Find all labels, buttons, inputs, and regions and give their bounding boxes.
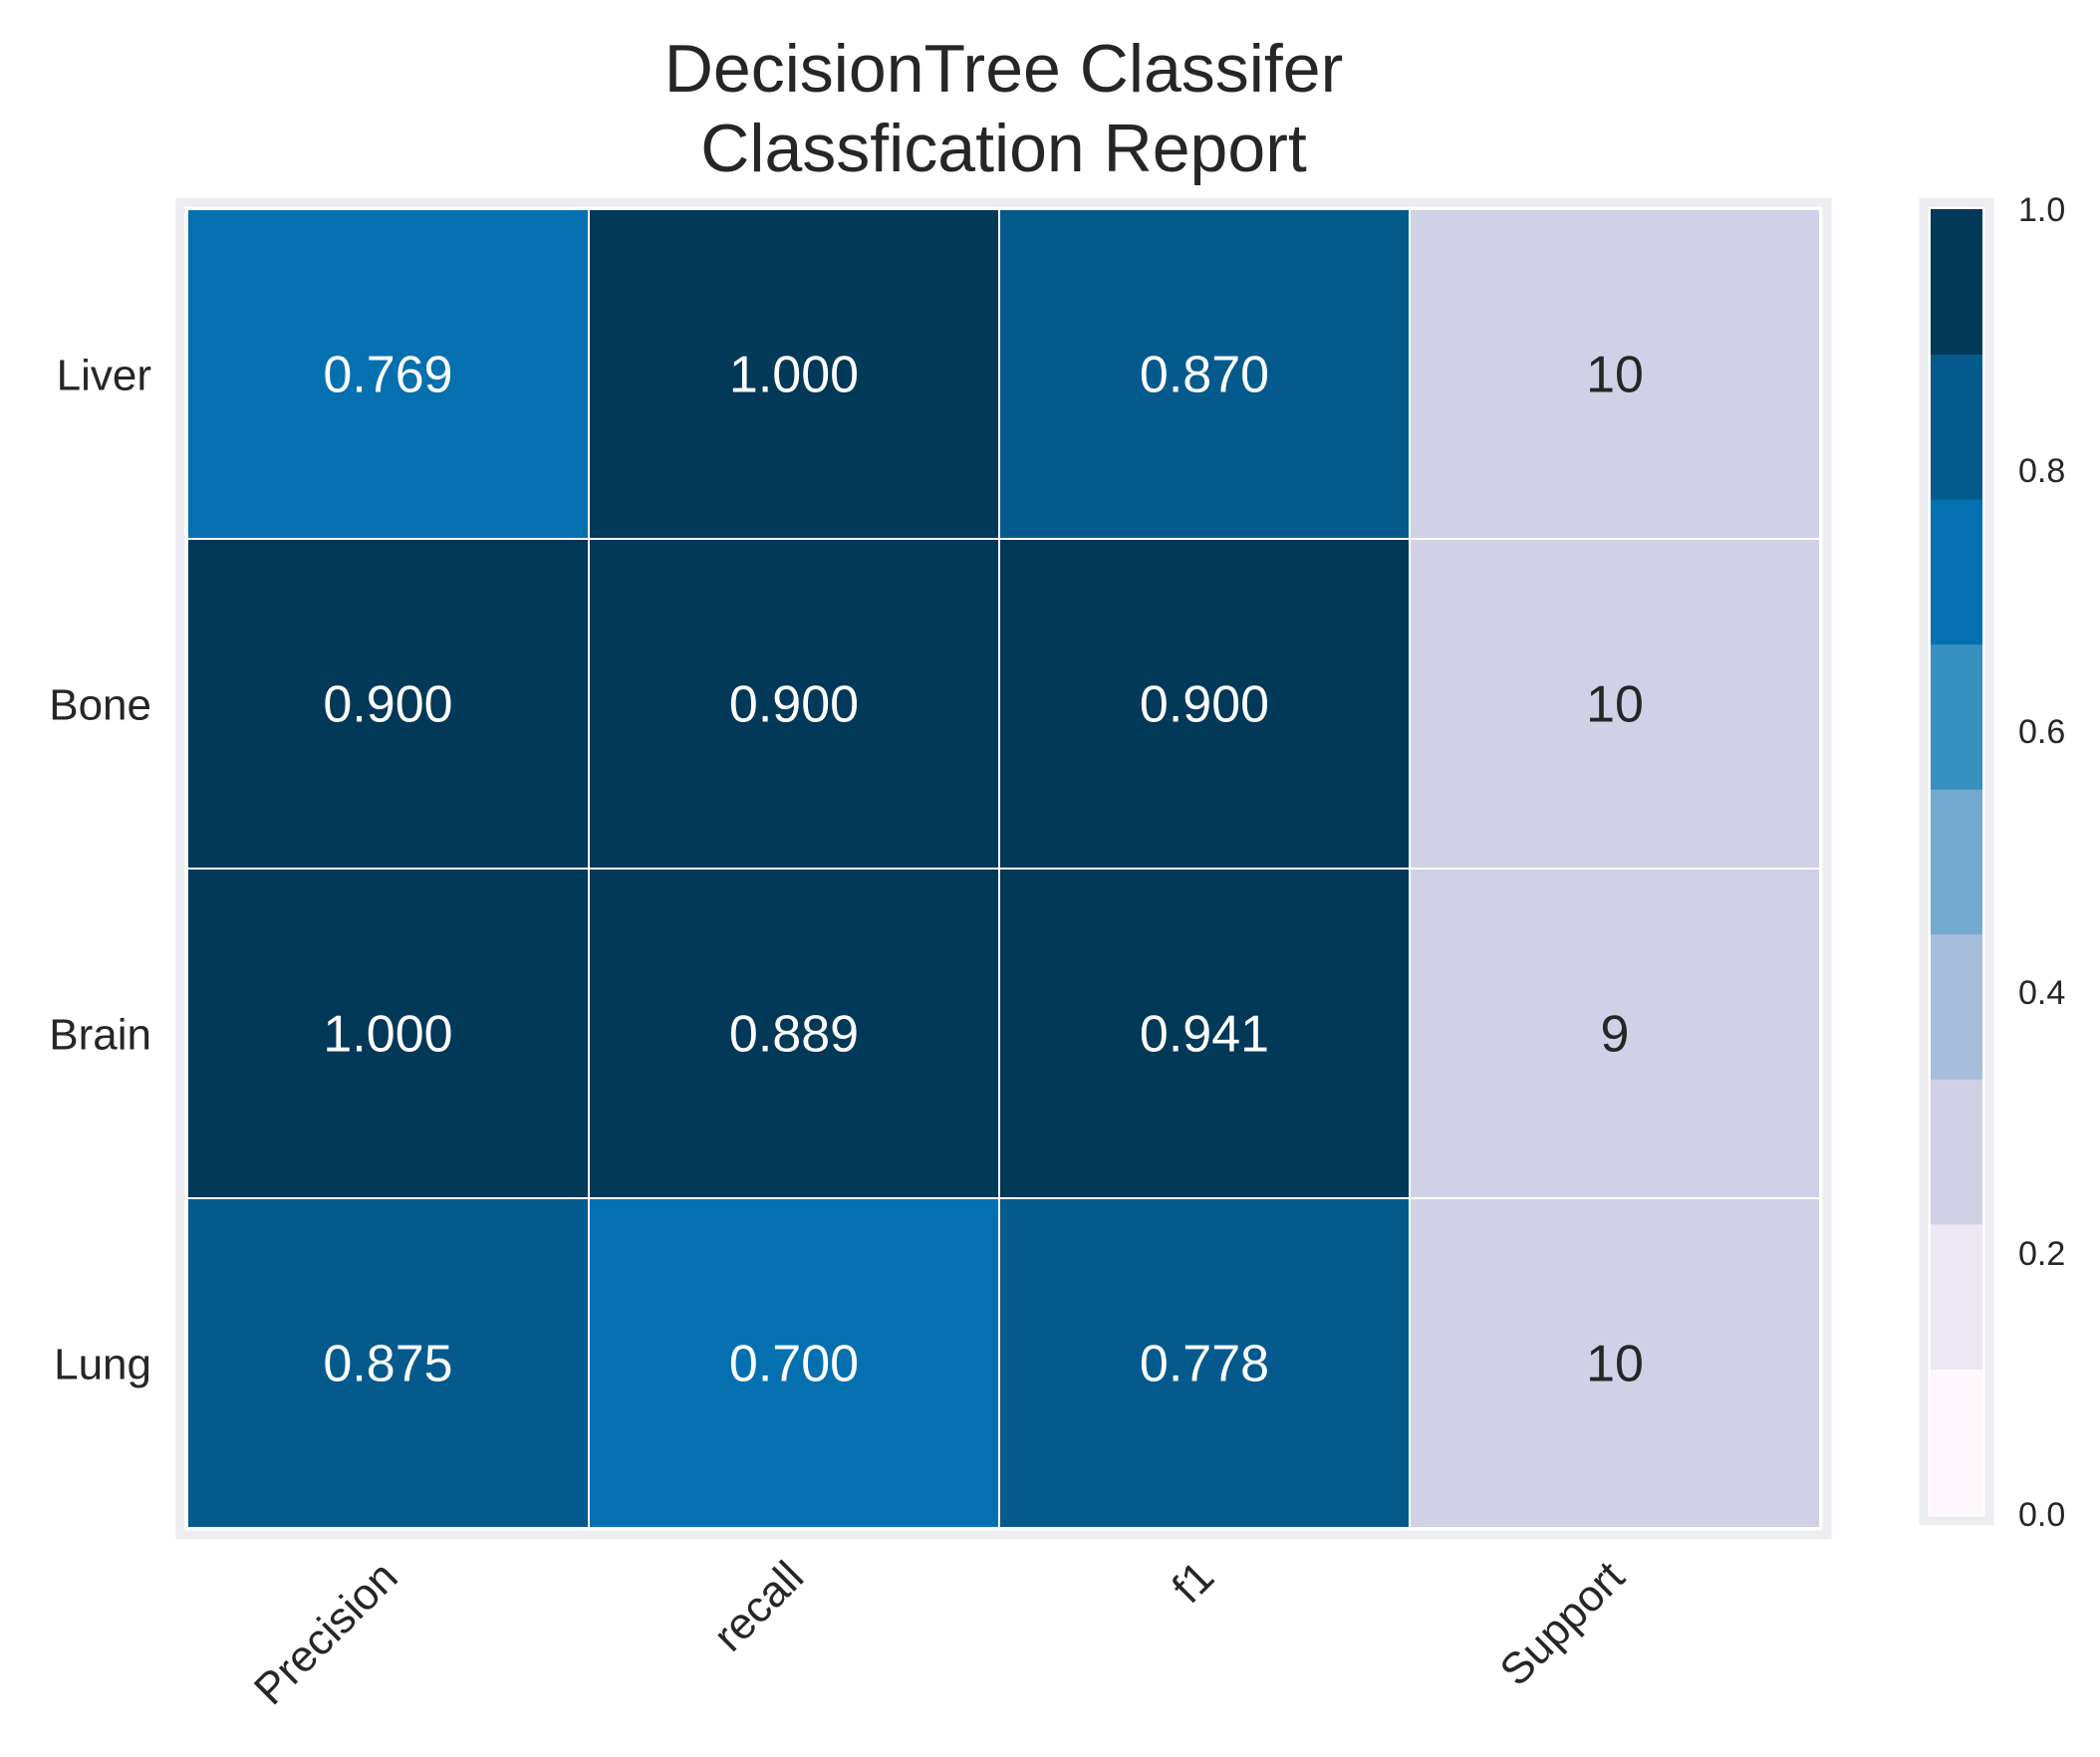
- cell-label-liver-recall: 1.000: [729, 347, 859, 404]
- cell-label-liver-support: 10: [1586, 347, 1644, 404]
- colorbar-tick-label-0-4: 0.4: [2018, 974, 2065, 1012]
- cell-liver-f1: [998, 208, 1411, 540]
- cell-label-lung-precision: 0.875: [323, 1336, 452, 1393]
- colorbar-tick-label-0-6: 0.6: [2018, 713, 2065, 751]
- row-label-liver: Liver: [57, 352, 151, 400]
- colorbar-bin-2: [1931, 1223, 1982, 1370]
- cell-bone-recall: [588, 538, 1000, 870]
- colorbar-tick-label-0-8: 0.8: [2018, 452, 2065, 490]
- colorbar-bin-8: [1931, 354, 1982, 500]
- cell-brain-f1: [998, 868, 1411, 1199]
- cell-brain-support: [1409, 868, 1821, 1199]
- cell-label-bone-support: 10: [1586, 676, 1644, 734]
- colorbar-bin-9: [1931, 209, 1982, 356]
- colorbar-bin-3: [1931, 1079, 1982, 1225]
- cell-label-bone-precision: 0.900: [323, 676, 452, 734]
- cell-brain-precision: [186, 868, 590, 1199]
- cell-label-bone-f1: 0.900: [1140, 676, 1269, 734]
- colorbar-tick-label-0-0: 0.0: [2018, 1496, 2065, 1534]
- cell-label-liver-f1: 0.870: [1140, 347, 1269, 404]
- row-label-lung: Lung: [54, 1341, 151, 1389]
- chart-title-line-1: DecisionTree Classifer: [664, 31, 1343, 107]
- cell-label-brain-f1: 0.941: [1140, 1006, 1269, 1064]
- cell-bone-f1: [998, 538, 1411, 870]
- cell-brain-recall: [588, 868, 1000, 1199]
- colorbar-bin-4: [1931, 933, 1982, 1080]
- cell-label-lung-support: 10: [1586, 1336, 1644, 1393]
- colorbar-tick-label-1-0: 1.0: [2018, 191, 2065, 229]
- cell-lung-precision: [186, 1197, 590, 1529]
- colorbar-bin-6: [1931, 643, 1982, 790]
- chart-title-line-2: Classfication Report: [700, 111, 1307, 186]
- row-label-bone: Bone: [49, 681, 151, 730]
- cell-label-lung-f1: 0.778: [1140, 1336, 1269, 1393]
- cell-label-bone-recall: 0.900: [729, 676, 859, 734]
- cell-label-brain-support: 9: [1601, 1006, 1630, 1064]
- cell-label-brain-recall: 0.889: [729, 1006, 859, 1064]
- cell-label-liver-precision: 0.769: [323, 347, 452, 404]
- colorbar: 0.0 0.2 0.4 0.6 0.8 1.0: [1919, 191, 2065, 1534]
- cell-liver-recall: [588, 208, 1000, 540]
- colorbar-bin-7: [1931, 499, 1982, 645]
- cell-lung-support: [1409, 1197, 1821, 1529]
- cell-bone-precision: [186, 538, 590, 870]
- cell-label-brain-precision: 1.000: [323, 1006, 452, 1064]
- row-label-brain: Brain: [49, 1011, 151, 1060]
- colorbar-tick-label-0-2: 0.2: [2018, 1235, 2065, 1273]
- colorbar-bin-1: [1931, 1369, 1982, 1515]
- colorbar-bin-5: [1931, 789, 1982, 935]
- cell-label-lung-recall: 0.700: [729, 1336, 859, 1393]
- colorbar-frame: [1919, 197, 1994, 1526]
- plot-frame: [175, 197, 1832, 1540]
- cell-liver-support: [1409, 208, 1821, 540]
